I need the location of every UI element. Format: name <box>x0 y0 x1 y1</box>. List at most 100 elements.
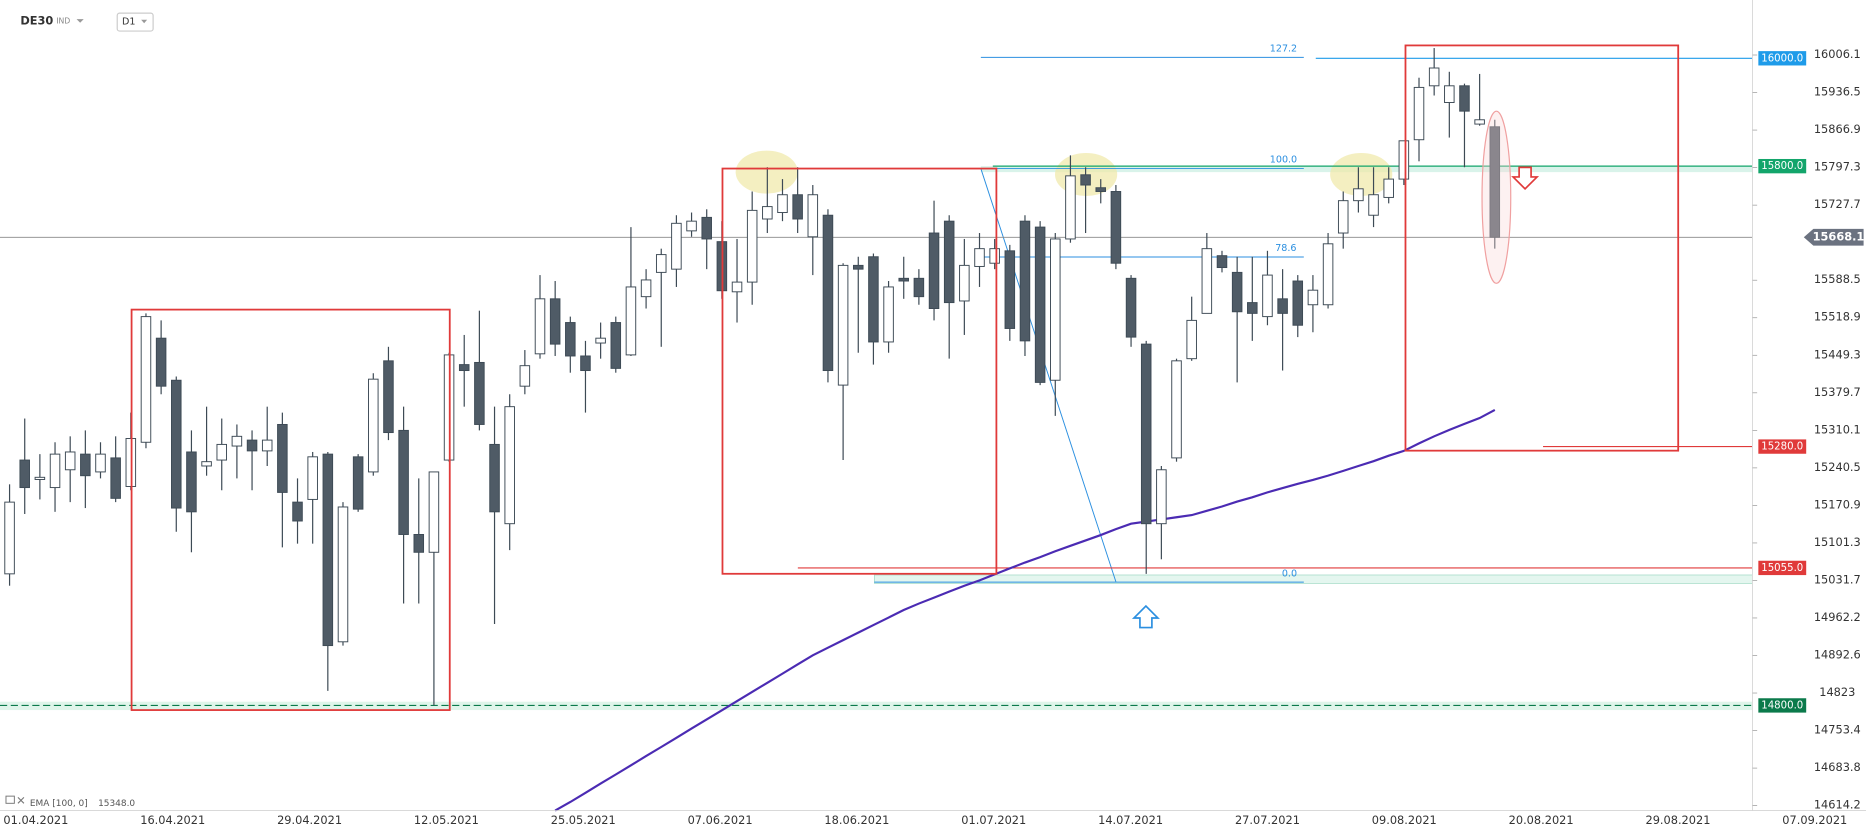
candle-body <box>777 194 788 214</box>
x-tick-label: 07.06.2021 <box>688 813 753 827</box>
last-price-box <box>1803 228 1864 246</box>
candle-body <box>1322 243 1334 306</box>
level-box <box>1758 439 1807 454</box>
candle-body <box>928 232 940 309</box>
candle-body <box>1004 250 1016 329</box>
candle-body <box>504 406 515 525</box>
candle-body <box>959 264 970 302</box>
candle-body <box>853 264 864 270</box>
y-tick-label: 14962.2 <box>1814 610 1861 624</box>
candle-body <box>34 476 46 480</box>
candle-body <box>1353 188 1364 202</box>
candle-body <box>1201 248 1213 314</box>
candle-body <box>534 298 546 355</box>
candle-body <box>807 194 819 238</box>
x-tick-label: 14.07.2021 <box>1098 813 1163 827</box>
symbol: DE30 <box>20 14 53 28</box>
highlight <box>1330 153 1393 197</box>
candle-body <box>701 216 712 240</box>
x-tick-label: 16.04.2021 <box>140 813 205 827</box>
candle-body <box>428 471 440 553</box>
candle-body <box>1140 343 1152 525</box>
candle-body <box>1065 175 1076 240</box>
y-tick-label: 14823 <box>1819 685 1855 699</box>
highlight <box>1481 110 1512 284</box>
ema-value: 15348.0 <box>98 799 135 809</box>
candle-body <box>474 361 485 425</box>
market: IND <box>56 17 70 26</box>
level-label: 15800.0 <box>1761 161 1803 172</box>
candle-body <box>989 248 1000 264</box>
y-tick-label: 14683.8 <box>1814 760 1861 774</box>
plot-area: 127.2 100.0 78.6 0.0 <box>0 44 1753 812</box>
candle-body <box>307 456 318 500</box>
candle-body <box>1474 119 1485 125</box>
y-tick-label: 14753.4 <box>1814 723 1861 737</box>
y-tick-label: 14892.6 <box>1814 647 1861 661</box>
y-tick-label: 15797.3 <box>1814 160 1861 174</box>
level-box <box>1758 158 1807 174</box>
candle-body <box>686 220 697 232</box>
candle-body <box>458 364 470 372</box>
candle-body <box>95 453 106 473</box>
candle-body <box>201 461 212 467</box>
candle-body <box>171 379 182 509</box>
y-tick-label: 15101.3 <box>1814 535 1861 549</box>
legend-icon[interactable] <box>5 795 15 804</box>
candle-body <box>1095 187 1107 192</box>
y-tick-label: 15936.5 <box>1814 85 1861 99</box>
legend-close[interactable] <box>17 796 25 804</box>
candle-body <box>762 206 773 220</box>
x-tick-label: 29.04.2021 <box>277 813 342 827</box>
level-label: 16000.0 <box>1761 53 1803 64</box>
range-box <box>1404 44 1680 452</box>
level-label: 15280.0 <box>1761 442 1803 453</box>
fib-label: 0.0 <box>1282 568 1297 579</box>
x-tick-label: 20.08.2021 <box>1509 813 1574 827</box>
candle-body <box>64 451 76 471</box>
candle-body <box>549 298 561 345</box>
candle-body <box>565 322 576 357</box>
candle-body <box>383 360 394 434</box>
candle-body <box>1413 86 1425 141</box>
candle-body <box>731 281 743 293</box>
y-tick-label: 15518.9 <box>1814 310 1861 324</box>
candle-body <box>595 337 606 344</box>
level-box <box>1758 698 1807 713</box>
candle-body <box>746 209 758 283</box>
y-tick-label: 15588.5 <box>1814 272 1861 286</box>
candle-body <box>1292 280 1304 326</box>
y-tick-label: 15310.1 <box>1814 422 1861 436</box>
caret <box>76 19 84 23</box>
x-tick-label: 07.09.2021 <box>1782 813 1847 827</box>
x-tick-label: 27.07.2021 <box>1235 813 1300 827</box>
candle-body <box>519 365 531 387</box>
y-tick-label: 16006.1 <box>1814 47 1861 61</box>
candle-body <box>1156 469 1167 525</box>
fib-label: 78.6 <box>1275 243 1296 254</box>
interval-select[interactable] <box>116 12 154 32</box>
candle-body <box>1080 174 1091 186</box>
fib-label: 100.0 <box>1270 155 1297 166</box>
last-price-label: 15668.1 <box>1813 229 1865 243</box>
candle-body <box>837 264 849 386</box>
up-arrow <box>1131 604 1160 629</box>
candle-body <box>1398 140 1410 180</box>
candle-body <box>580 355 591 372</box>
x-tick-label: 29.08.2021 <box>1645 813 1710 827</box>
candle-body <box>822 214 834 372</box>
candle-body <box>1216 255 1228 269</box>
level-box <box>1758 560 1807 576</box>
candle-body <box>1231 271 1243 313</box>
candle-body <box>1368 194 1379 216</box>
candle-body <box>1125 277 1137 338</box>
candle-body <box>1262 274 1273 318</box>
candle-body <box>1110 191 1122 264</box>
candle-body <box>398 429 409 535</box>
candle-body <box>1459 85 1470 112</box>
candle-body <box>489 443 500 513</box>
candle-body <box>216 443 228 461</box>
